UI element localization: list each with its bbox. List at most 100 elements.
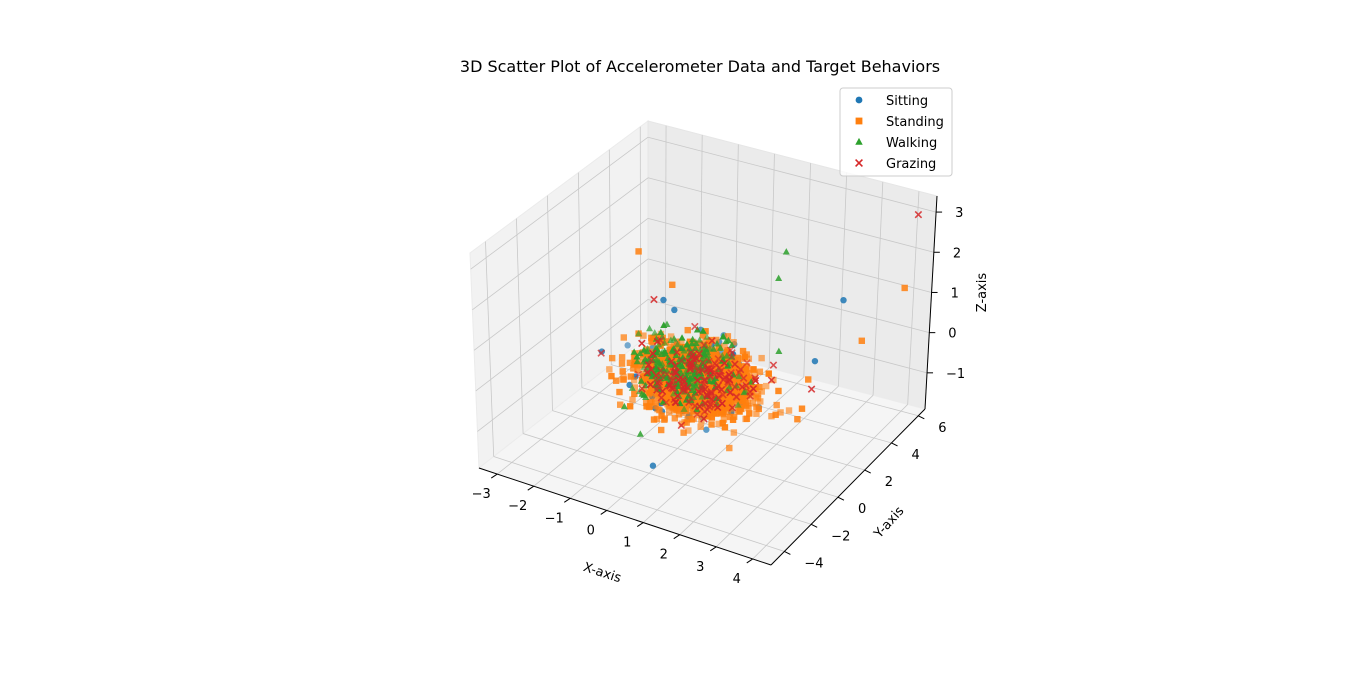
- grid-x-back: [872, 181, 884, 396]
- point-standing: [630, 377, 638, 384]
- grid-x-floor: [715, 395, 874, 548]
- legend-marker-sitting: [855, 96, 863, 104]
- point-standing: [858, 337, 866, 344]
- point-standing: [630, 365, 637, 372]
- point-standing: [708, 414, 716, 421]
- point-standing: [608, 354, 616, 362]
- chart-title: 3D Scatter Plot of Accelerometer Data an…: [460, 57, 940, 76]
- point-standing: [709, 353, 717, 360]
- point-grazing: [671, 362, 679, 370]
- point-standing: [756, 368, 764, 375]
- grid-x-floor: [642, 376, 805, 523]
- point-standing: [720, 389, 727, 397]
- point-grazing: [693, 410, 701, 419]
- grid-z-left: [475, 258, 649, 392]
- point-standing: [753, 410, 760, 417]
- point-standing: [648, 337, 655, 345]
- point-grazing: [707, 391, 715, 400]
- grid-x-floor: [679, 385, 839, 535]
- point-grazing: [746, 392, 754, 400]
- point-standing: [606, 366, 613, 373]
- point-standing: [634, 366, 641, 374]
- grid-y-left: [485, 241, 495, 457]
- point-grazing: [749, 384, 758, 393]
- point-grazing: [644, 361, 653, 369]
- point-walking: [722, 337, 730, 345]
- point-standing: [720, 416, 728, 423]
- point-walking: [701, 350, 709, 358]
- point-walking: [676, 361, 684, 368]
- grid-z-back: [647, 258, 930, 334]
- point-grazing: [634, 370, 643, 379]
- point-standing: [640, 332, 647, 339]
- grid-y-floor: [522, 433, 812, 525]
- point-standing: [729, 361, 736, 368]
- point-standing: [626, 359, 634, 367]
- point-standing: [729, 416, 737, 423]
- point-standing: [685, 427, 692, 434]
- point-standing: [683, 419, 690, 426]
- point-standing: [702, 338, 709, 345]
- point-walking: [670, 390, 678, 397]
- point-standing: [667, 333, 675, 340]
- point-standing: [684, 416, 691, 423]
- z-axis-line: [924, 195, 938, 410]
- point-grazing: [714, 394, 723, 402]
- point-standing: [785, 407, 793, 414]
- point-grazing: [691, 322, 699, 331]
- point-grazing: [743, 359, 751, 367]
- point-standing: [726, 403, 734, 411]
- point-standing: [742, 415, 749, 423]
- point-standing: [777, 409, 784, 416]
- point-grazing: [712, 361, 721, 370]
- point-standing: [726, 444, 733, 452]
- point-standing: [753, 403, 760, 411]
- point-grazing: [739, 374, 748, 382]
- point-standing: [733, 389, 740, 396]
- y-tick-mark: [864, 469, 871, 474]
- point-grazing: [769, 361, 778, 369]
- point-grazing: [726, 346, 735, 354]
- point-standing: [805, 376, 812, 383]
- point-standing: [731, 367, 738, 375]
- point-sitting: [811, 357, 819, 365]
- point-standing: [706, 349, 714, 356]
- point-standing: [608, 372, 615, 380]
- x-tick-label: 2: [660, 548, 668, 563]
- point-walking: [655, 357, 663, 365]
- point-grazing: [638, 384, 646, 393]
- point-walking: [635, 329, 643, 337]
- point-standing: [724, 408, 732, 415]
- point-grazing: [671, 368, 680, 376]
- point-grazing: [655, 378, 664, 386]
- z-tick-label: 1: [951, 286, 959, 301]
- point-grazing: [731, 360, 739, 368]
- point-grazing: [662, 398, 670, 407]
- grid-z-back: [647, 177, 934, 253]
- point-standing: [745, 355, 753, 362]
- point-walking: [678, 334, 686, 341]
- x-axis-line: [478, 467, 772, 566]
- point-standing: [627, 373, 634, 380]
- point-walking: [705, 357, 713, 364]
- point-grazing: [657, 366, 665, 375]
- point-standing: [666, 391, 674, 398]
- point-standing: [751, 370, 758, 377]
- y-tick-mark: [837, 496, 845, 501]
- point-standing: [702, 328, 709, 335]
- point-grazing: [713, 384, 721, 392]
- point-walking: [636, 349, 644, 357]
- grid-y-floor: [493, 456, 785, 552]
- y-tick-mark: [784, 550, 791, 555]
- point-walking: [734, 401, 742, 408]
- point-grazing: [667, 377, 676, 385]
- legend-marker-grazing: [855, 159, 863, 167]
- grid-x-back: [664, 125, 667, 341]
- point-sitting: [840, 296, 847, 304]
- grid-x-back: [838, 172, 848, 387]
- point-standing: [677, 403, 684, 411]
- point-standing: [722, 356, 729, 364]
- point-grazing: [700, 377, 709, 385]
- point-standing: [743, 365, 750, 373]
- y-axis-line: [770, 408, 926, 566]
